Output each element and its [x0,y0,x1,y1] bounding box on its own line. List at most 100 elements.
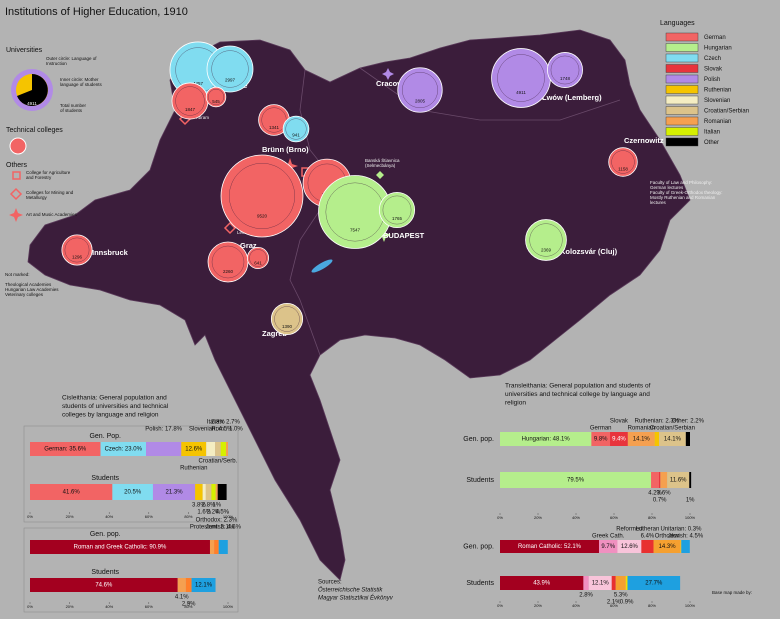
bar-segment [598,540,618,553]
bar-segment [627,576,681,590]
segment-name: Lutheran [636,527,660,533]
data-label: 2.8% [211,420,225,426]
legend-label: Polish [704,77,720,83]
sources: Österreichische Statistik [318,587,383,594]
czernowitz-note: Mostly Ruthenian and Romanian [650,195,716,200]
key-inner: language of students [60,82,103,87]
bar-segment [500,432,592,446]
institution-count: 1390 [282,324,293,329]
key-tech [9,137,27,155]
city-label: Brünn (Brno) [262,145,309,154]
data-label: Ruthenian: 2.3% [635,419,680,425]
city-label: Kolozsvár (Cluj) [560,247,618,256]
tick-label: 0% [27,604,33,609]
institution-count: 1158 [618,166,628,171]
academy-star [382,68,394,80]
tick-label: 0% [497,515,503,520]
key-inner: Inner circle: Mother [60,77,99,82]
data-label: 1% [686,498,695,504]
tick-label: 80% [184,514,192,519]
bar-segment [217,484,227,500]
institution-inner [497,54,545,102]
data-label: 2.8% [579,593,593,599]
bar-segment [220,442,227,456]
data-label: Czech: 23.0% [105,447,143,453]
data-label: 27.7% [645,581,663,587]
legend-label: Italian [704,130,720,136]
legend-swatch [665,116,699,126]
institution-count: 641 [254,261,262,266]
not-marked: Not marked: [5,272,30,277]
institution-count: 7547 [350,227,361,232]
bar-segment [500,472,652,488]
data-label: 1% [212,503,221,509]
key-item: College for Agriculture [26,170,71,175]
bar-segment [685,432,690,446]
segment-name: Orthodox [655,534,680,540]
data-label: 2.1% [607,600,621,606]
key-item: Colleges for Mining and [26,190,74,195]
data-label: 5.3% [614,593,628,599]
tick-label: 60% [610,515,618,520]
segment-name: Ruthenian [180,466,207,472]
panel-title: Transleithania: General population and s… [505,383,651,390]
data-label: 14.3% [659,544,677,550]
bar-segment [617,540,642,553]
bar-segment [500,576,584,590]
bar-segment [206,442,216,456]
institution-count: 1748 [560,76,571,81]
city-label: Graz [240,241,257,250]
legend-swatch [665,64,699,73]
bar-segment [667,472,690,488]
institution-count: 1296 [72,255,83,260]
data-label: 9.7% [601,544,615,550]
bar-segment [112,484,153,500]
bar-segment [195,484,203,500]
bar-segment [653,540,681,553]
data-label: Other: 2.2% [672,419,705,425]
data-label: 9.8% [594,437,608,443]
place-diamond [223,221,237,235]
title: Institutions of Higher Education, 1910 [5,6,188,18]
lake [311,259,333,273]
bar-segment [641,540,654,553]
data-label: Hungarian: 48.1% [522,437,571,443]
data-label: 12.6% [185,447,203,453]
data-label: 14.1% [664,437,682,443]
row-label: Students [466,477,494,484]
institution-inner [175,86,205,116]
legend-swatch [665,137,699,147]
bar-segment [211,484,216,500]
row-label: Gen. pop. [463,543,494,550]
bar-segment [651,472,660,488]
city-label: Lwów (Lemberg) [542,93,602,102]
legend-label: Other [704,140,719,146]
bar-segment [583,576,589,590]
bar-segment [615,576,626,590]
panel-title: students of universities and technical [62,403,169,410]
institution-count: 2369 [541,247,552,252]
key-star [9,208,23,222]
place-label: Banská Štiavnica [365,157,400,163]
place-label: Příbram [193,115,209,120]
data-label: Protestant: 2.1% [190,525,235,531]
tick-label: 20% [66,514,74,519]
segment-name: Slovak [610,419,629,425]
institution-count: 2997 [225,78,236,83]
tick-label: 40% [572,515,580,520]
panel-title: universities and technical college by la… [505,391,650,398]
data-label: 4.2% [648,491,662,497]
institution-count: 1765 [392,216,403,221]
data-label: Jewish: 4.5% [668,534,704,540]
institution-inner [550,55,580,85]
bar-segment [191,578,216,592]
bar-segment [680,540,682,553]
tick-label: 20% [66,604,74,609]
key-heading: Others [6,162,28,169]
tick-label: 20% [534,603,542,608]
key-example: 4911 [27,101,37,106]
data-label: Roman Catholic: 52.1% [518,544,582,550]
data-label: 21.3% [166,490,184,496]
data-label: 0.9% [620,600,634,606]
